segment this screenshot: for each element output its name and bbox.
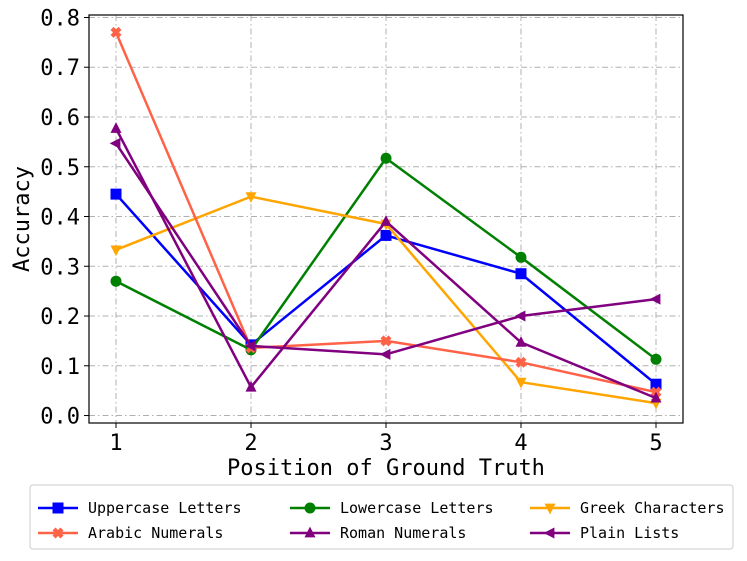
y-tick-label: 0.2 [40,305,80,330]
data-point [514,310,526,322]
y-tick-label: 0.6 [40,106,80,131]
y-tick-label: 0.7 [40,56,80,81]
legend-label: Arabic Numerals [88,524,223,542]
y-tick-label: 0.1 [40,355,80,380]
data-point [380,152,392,164]
legend-item: Lowercase Letters [290,499,494,517]
data-point [650,391,662,403]
grid-lines [89,15,683,423]
legend-marker [544,503,556,515]
data-point [110,26,122,38]
legend-marker [543,527,555,539]
data-point [244,340,256,352]
legend-label: Plain Lists [580,524,679,542]
data-point [380,335,392,347]
legend-marker [52,502,64,514]
data-point [650,378,662,390]
data-point [515,268,527,280]
data-point [110,188,122,200]
legend-label: Lowercase Letters [340,499,494,517]
legend-marker [304,502,316,514]
y-tick-label: 0.4 [40,206,80,231]
legend-label: Roman Numerals [340,524,466,542]
x-tick-label: 3 [379,431,392,456]
data-point [110,122,122,133]
legend-item: Arabic Numerals [38,524,223,542]
data-point [245,192,257,203]
data-point [515,356,527,368]
data-point [380,229,392,241]
data-point [110,245,122,257]
legend-item: Roman Numerals [290,524,466,542]
data-point [649,293,661,305]
data-point [380,215,392,226]
series-lowercase-letters [110,152,662,365]
series-plain-lists [109,137,661,360]
x-axis-title: Position of Ground Truth [227,456,545,481]
x-tick-label: 1 [109,431,122,456]
data-point [515,336,527,347]
data-point [515,251,527,263]
legend: Uppercase Letters Lowercase Letters Greek … [29,484,734,550]
y-tick-label: 0.8 [40,6,80,31]
data-point [245,380,257,392]
legend-item: Greek Characters [530,499,725,517]
x-tick-label: 4 [514,431,527,456]
y-tick-label: 0.5 [40,156,80,181]
legend-label: Greek Characters [580,499,725,517]
data-point [515,377,527,389]
x-tick-label: 5 [649,431,662,456]
x-tick-label: 2 [244,431,257,456]
data-point [110,275,122,287]
data-point [379,348,391,360]
legend-item: Uppercase Letters [38,499,242,517]
data-point [109,137,121,149]
legend-label: Uppercase Letters [88,499,242,517]
y-tick-label: 0.3 [40,255,80,280]
legend-marker [52,527,64,539]
legend-marker [304,526,316,538]
data-point [650,353,662,365]
series-roman-numerals [110,122,662,403]
y-tick-label: 0.0 [40,405,80,430]
legend-item: Plain Lists [530,524,679,542]
y-axis-title: Accuracy [10,166,35,272]
